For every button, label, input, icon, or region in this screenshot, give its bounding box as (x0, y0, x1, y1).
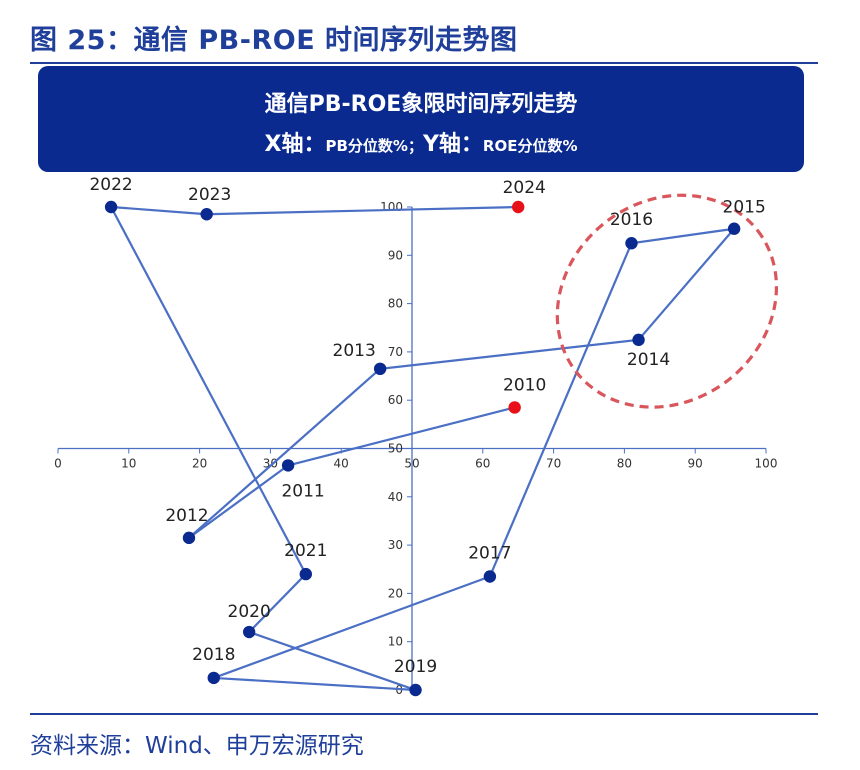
point-label-2011: 2011 (281, 481, 324, 501)
path-segment (206, 205, 519, 216)
point-label-2022: 2022 (89, 175, 132, 195)
point-label-2013: 2013 (333, 341, 376, 361)
path-segment (631, 227, 735, 245)
point-label-2017: 2017 (468, 543, 511, 563)
y-axis-name: Y轴： (422, 132, 483, 157)
point-label-2018: 2018 (192, 645, 235, 665)
point-label-2014: 2014 (627, 350, 670, 370)
data-point-2019 (409, 683, 422, 697)
data-point-2020 (242, 625, 256, 639)
path-segment (637, 228, 735, 341)
x-axis-name: X轴： (264, 132, 326, 157)
y-tick-label: 10 (388, 635, 403, 649)
data-point-2013 (373, 362, 387, 376)
data-point-2011 (281, 459, 295, 472)
x-tick-label: 40 (334, 457, 349, 471)
path-segment (111, 205, 207, 216)
y-tick-label: 30 (388, 538, 403, 552)
x-tick-label: 70 (546, 457, 561, 471)
path-segment (248, 573, 307, 633)
data-point-2015 (727, 222, 741, 235)
x-tick-label: 60 (475, 457, 490, 471)
y-axis-desc: ROE分位数% (482, 137, 578, 155)
point-label-2023: 2023 (188, 185, 231, 205)
data-point-2014 (632, 333, 645, 347)
path-segment (213, 575, 491, 679)
point-label-2016: 2016 (610, 210, 653, 230)
x-tick-label: 20 (192, 457, 207, 471)
point-label-2024: 2024 (503, 178, 546, 198)
point-label-2010: 2010 (503, 375, 546, 395)
bottom-rule (30, 713, 818, 715)
data-point-2023 (200, 208, 213, 221)
x-tick-label: 100 (755, 457, 778, 471)
data-point-2024 (512, 200, 525, 214)
x-tick-label: 80 (617, 457, 632, 471)
path-segment (188, 464, 289, 539)
x-axis-desc: PB分位数% (325, 137, 408, 155)
path-segment (188, 367, 381, 539)
path-segment (248, 631, 416, 692)
data-point-2022 (104, 200, 118, 214)
y-tick-label: 50 (388, 442, 403, 456)
data-point-2017 (483, 570, 497, 583)
y-tick-label: 20 (388, 586, 403, 600)
x-tick-label: 50 (404, 457, 419, 471)
highlight-dashed-ellipse (555, 193, 779, 409)
path-segment (213, 676, 416, 692)
y-tick-label: 70 (388, 345, 403, 359)
x-tick-label: 30 (263, 457, 278, 471)
x-tick-label: 10 (121, 457, 136, 471)
axis-separator: ； (407, 137, 423, 155)
path-segment (287, 406, 515, 467)
point-label-2020: 2020 (228, 602, 271, 622)
data-point-2016 (625, 237, 638, 250)
data-point-2018 (207, 671, 220, 685)
source-note: 资料来源：Wind、申万宏源研究 (30, 733, 364, 759)
axis-legend: X轴：PB分位数%；Y轴：ROE分位数% (38, 126, 804, 158)
y-tick-label: 100 (380, 200, 403, 214)
point-label-2019: 2019 (394, 657, 437, 677)
y-tick-label: 40 (388, 490, 403, 504)
path-segment (110, 206, 307, 575)
y-tick-label: 60 (388, 393, 403, 407)
path-segment (488, 242, 633, 577)
point-label-2021: 2021 (284, 541, 327, 561)
point-label-2012: 2012 (165, 506, 208, 526)
data-point-2010 (508, 401, 521, 414)
chart-title: 通信PB-ROE象限时间序列走势 (264, 92, 578, 117)
x-tick-label: 0 (54, 457, 62, 471)
top-rule (30, 62, 818, 64)
x-tick-label: 90 (688, 457, 703, 471)
data-point-2012 (182, 531, 196, 545)
y-tick-label: 90 (388, 248, 403, 262)
path-segment (380, 338, 639, 370)
y-tick-label: 80 (388, 297, 403, 311)
data-point-2021 (299, 567, 312, 581)
point-label-2015: 2015 (723, 198, 766, 218)
chart-title-banner: 通信PB-ROE象限时间序列走势 X轴：PB分位数%；Y轴：ROE分位数% (38, 66, 804, 172)
figure-title: 图 25：通信 PB-ROE 时间序列走势图 (30, 25, 518, 56)
